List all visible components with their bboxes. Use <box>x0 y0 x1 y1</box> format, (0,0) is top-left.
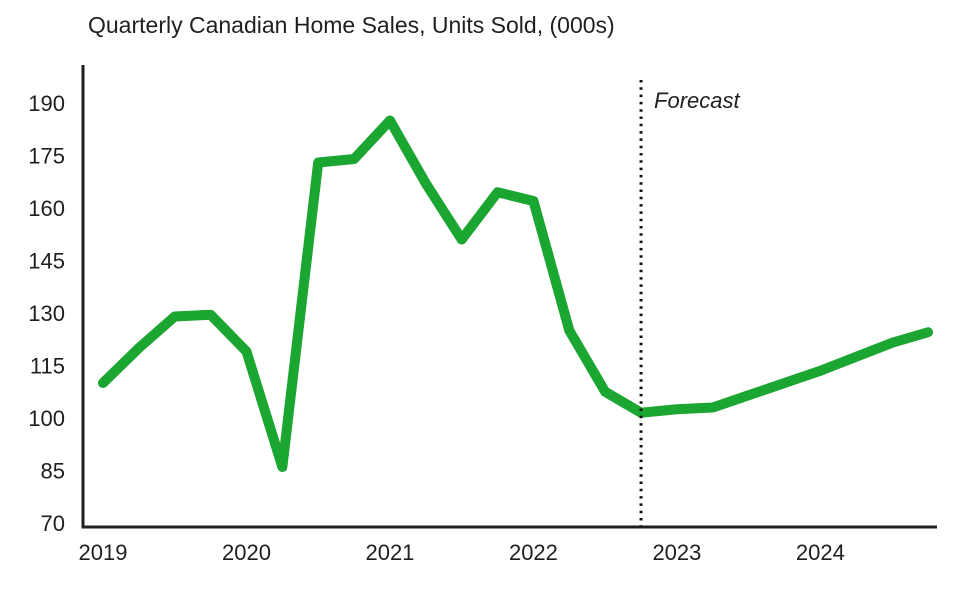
y-tick-label: 145 <box>28 249 65 274</box>
y-tick-label: 160 <box>28 196 65 221</box>
x-tick-label: 2023 <box>652 540 701 565</box>
axes <box>81 65 937 529</box>
y-tick-label: 115 <box>30 354 65 379</box>
chart-title: Quarterly Canadian Home Sales, Units Sol… <box>88 12 615 38</box>
y-tick-label: 70 <box>41 511 65 536</box>
x-tick-label: 2022 <box>509 540 558 565</box>
y-tick-label: 100 <box>28 406 65 431</box>
home-sales-line <box>98 115 934 472</box>
y-tick-label: 85 <box>41 459 65 484</box>
forecast-label: Forecast <box>654 88 740 113</box>
y-tick-label: 130 <box>28 301 65 326</box>
y-tick-label: 175 <box>28 144 65 169</box>
y-tick-label: 190 <box>28 91 65 116</box>
x-tick-label: 2021 <box>365 540 414 565</box>
x-tick-label: 2024 <box>796 540 845 565</box>
x-tick-label: 2020 <box>222 540 271 565</box>
x-tick-label: 2019 <box>79 540 128 565</box>
